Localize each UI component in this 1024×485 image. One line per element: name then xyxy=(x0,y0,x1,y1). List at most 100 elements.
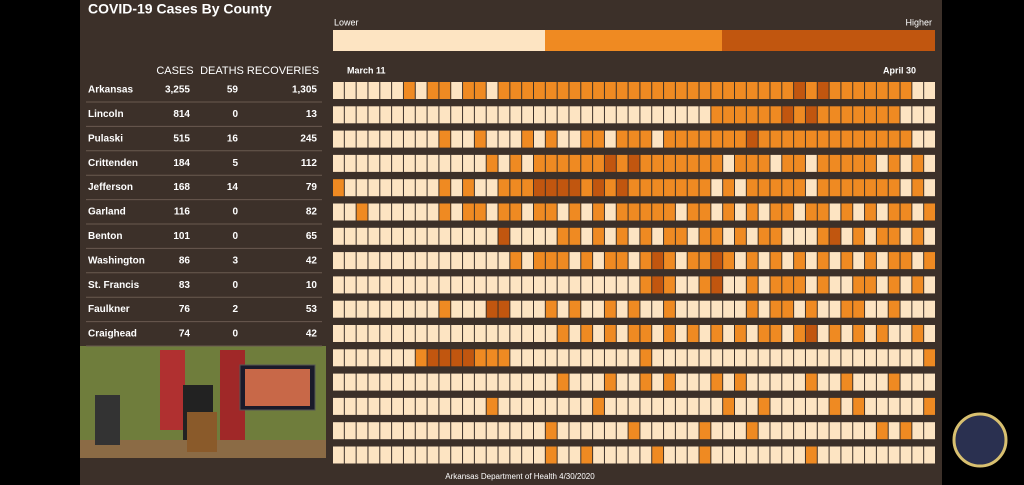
heat-cell xyxy=(510,325,522,342)
heat-cell xyxy=(735,106,746,124)
heat-cell xyxy=(392,82,403,99)
heat-cell xyxy=(498,397,510,415)
heat-cell xyxy=(581,300,593,318)
heat-cell xyxy=(368,154,380,172)
heat-cell xyxy=(569,130,581,148)
heat-cell xyxy=(415,203,427,221)
heat-cell xyxy=(687,154,699,172)
heat-cell xyxy=(699,179,711,197)
heat-cell xyxy=(545,227,557,245)
heat-cell xyxy=(699,106,711,124)
heat-cell xyxy=(486,276,498,294)
heat-cell xyxy=(333,325,344,342)
heat-cell xyxy=(439,227,451,245)
heat-cell xyxy=(711,130,723,148)
heat-cell xyxy=(888,179,900,197)
heat-cell xyxy=(604,446,616,464)
heat-cell xyxy=(652,82,664,99)
heat-cell xyxy=(770,227,782,245)
heat-cell xyxy=(687,349,699,367)
heat-cell xyxy=(805,422,817,440)
flag xyxy=(160,350,185,430)
heat-cell xyxy=(604,179,616,197)
heat-cell xyxy=(628,325,640,342)
heat-cell xyxy=(924,203,935,221)
heat-cell xyxy=(711,422,723,440)
heat-cell xyxy=(723,349,734,367)
heat-cell xyxy=(817,349,829,367)
heat-cell xyxy=(900,422,912,440)
heat-cell xyxy=(522,130,533,148)
heat-cell xyxy=(865,422,876,440)
heat-cell xyxy=(735,179,746,197)
heat-cell xyxy=(403,154,415,172)
heat-cell xyxy=(711,276,723,294)
heat-cell xyxy=(557,446,569,464)
heat-cell xyxy=(782,325,794,342)
heat-cell xyxy=(805,276,817,294)
heat-cell xyxy=(415,397,427,415)
heat-cell xyxy=(912,106,924,124)
heat-cell xyxy=(900,349,912,367)
heat-cell xyxy=(900,130,912,148)
heat-cell xyxy=(474,373,486,391)
heat-cell xyxy=(545,179,557,197)
heat-cell xyxy=(604,227,616,245)
heat-cell xyxy=(451,252,463,270)
heat-cell xyxy=(782,179,794,197)
heat-cell xyxy=(770,349,782,367)
heat-cell xyxy=(687,82,699,99)
heat-cell xyxy=(888,106,900,124)
heat-cell xyxy=(794,446,805,464)
heat-cell xyxy=(344,325,356,342)
heat-cell xyxy=(853,227,865,245)
heat-cell xyxy=(392,252,403,270)
heat-cell xyxy=(439,397,451,415)
heat-cell xyxy=(356,252,368,270)
heat-cell xyxy=(817,227,829,245)
heat-cell xyxy=(640,227,652,245)
heat-cell xyxy=(616,179,628,197)
heat-cell xyxy=(569,373,581,391)
heat-cell xyxy=(604,252,616,270)
table-value: 74 xyxy=(179,329,191,340)
heat-cell xyxy=(664,203,675,221)
heat-cell xyxy=(640,446,652,464)
heat-cell xyxy=(829,82,841,99)
heat-cell xyxy=(805,446,817,464)
heat-cell xyxy=(545,276,557,294)
heat-cell xyxy=(522,397,533,415)
heat-cell xyxy=(569,106,581,124)
heat-cell xyxy=(699,154,711,172)
heat-cell xyxy=(723,446,734,464)
table-value: 112 xyxy=(301,158,318,169)
heat-cell xyxy=(876,422,888,440)
heat-cell xyxy=(392,106,403,124)
heat-cell xyxy=(392,154,403,172)
heat-cell xyxy=(604,300,616,318)
county-name: Crittenden xyxy=(88,158,138,169)
heat-cell xyxy=(415,252,427,270)
heat-cell xyxy=(439,276,451,294)
heat-cell xyxy=(912,276,924,294)
heat-cell xyxy=(817,276,829,294)
table-value: 3 xyxy=(232,255,238,266)
heat-cell xyxy=(333,106,344,124)
heat-cell xyxy=(368,203,380,221)
heat-cell xyxy=(333,154,344,172)
heat-cell xyxy=(380,130,392,148)
heat-cell xyxy=(924,349,935,367)
column-header: CASES xyxy=(156,65,193,77)
heat-cell xyxy=(403,397,415,415)
table-value: 245 xyxy=(300,133,317,144)
heat-cell xyxy=(735,446,746,464)
heat-cell xyxy=(510,373,522,391)
heat-cell xyxy=(628,227,640,245)
heat-cell xyxy=(758,203,770,221)
heat-cell xyxy=(604,325,616,342)
heat-cell xyxy=(817,106,829,124)
heat-cell xyxy=(463,130,474,148)
heat-cell xyxy=(758,325,770,342)
heat-cell xyxy=(723,325,734,342)
heat-cell xyxy=(463,106,474,124)
